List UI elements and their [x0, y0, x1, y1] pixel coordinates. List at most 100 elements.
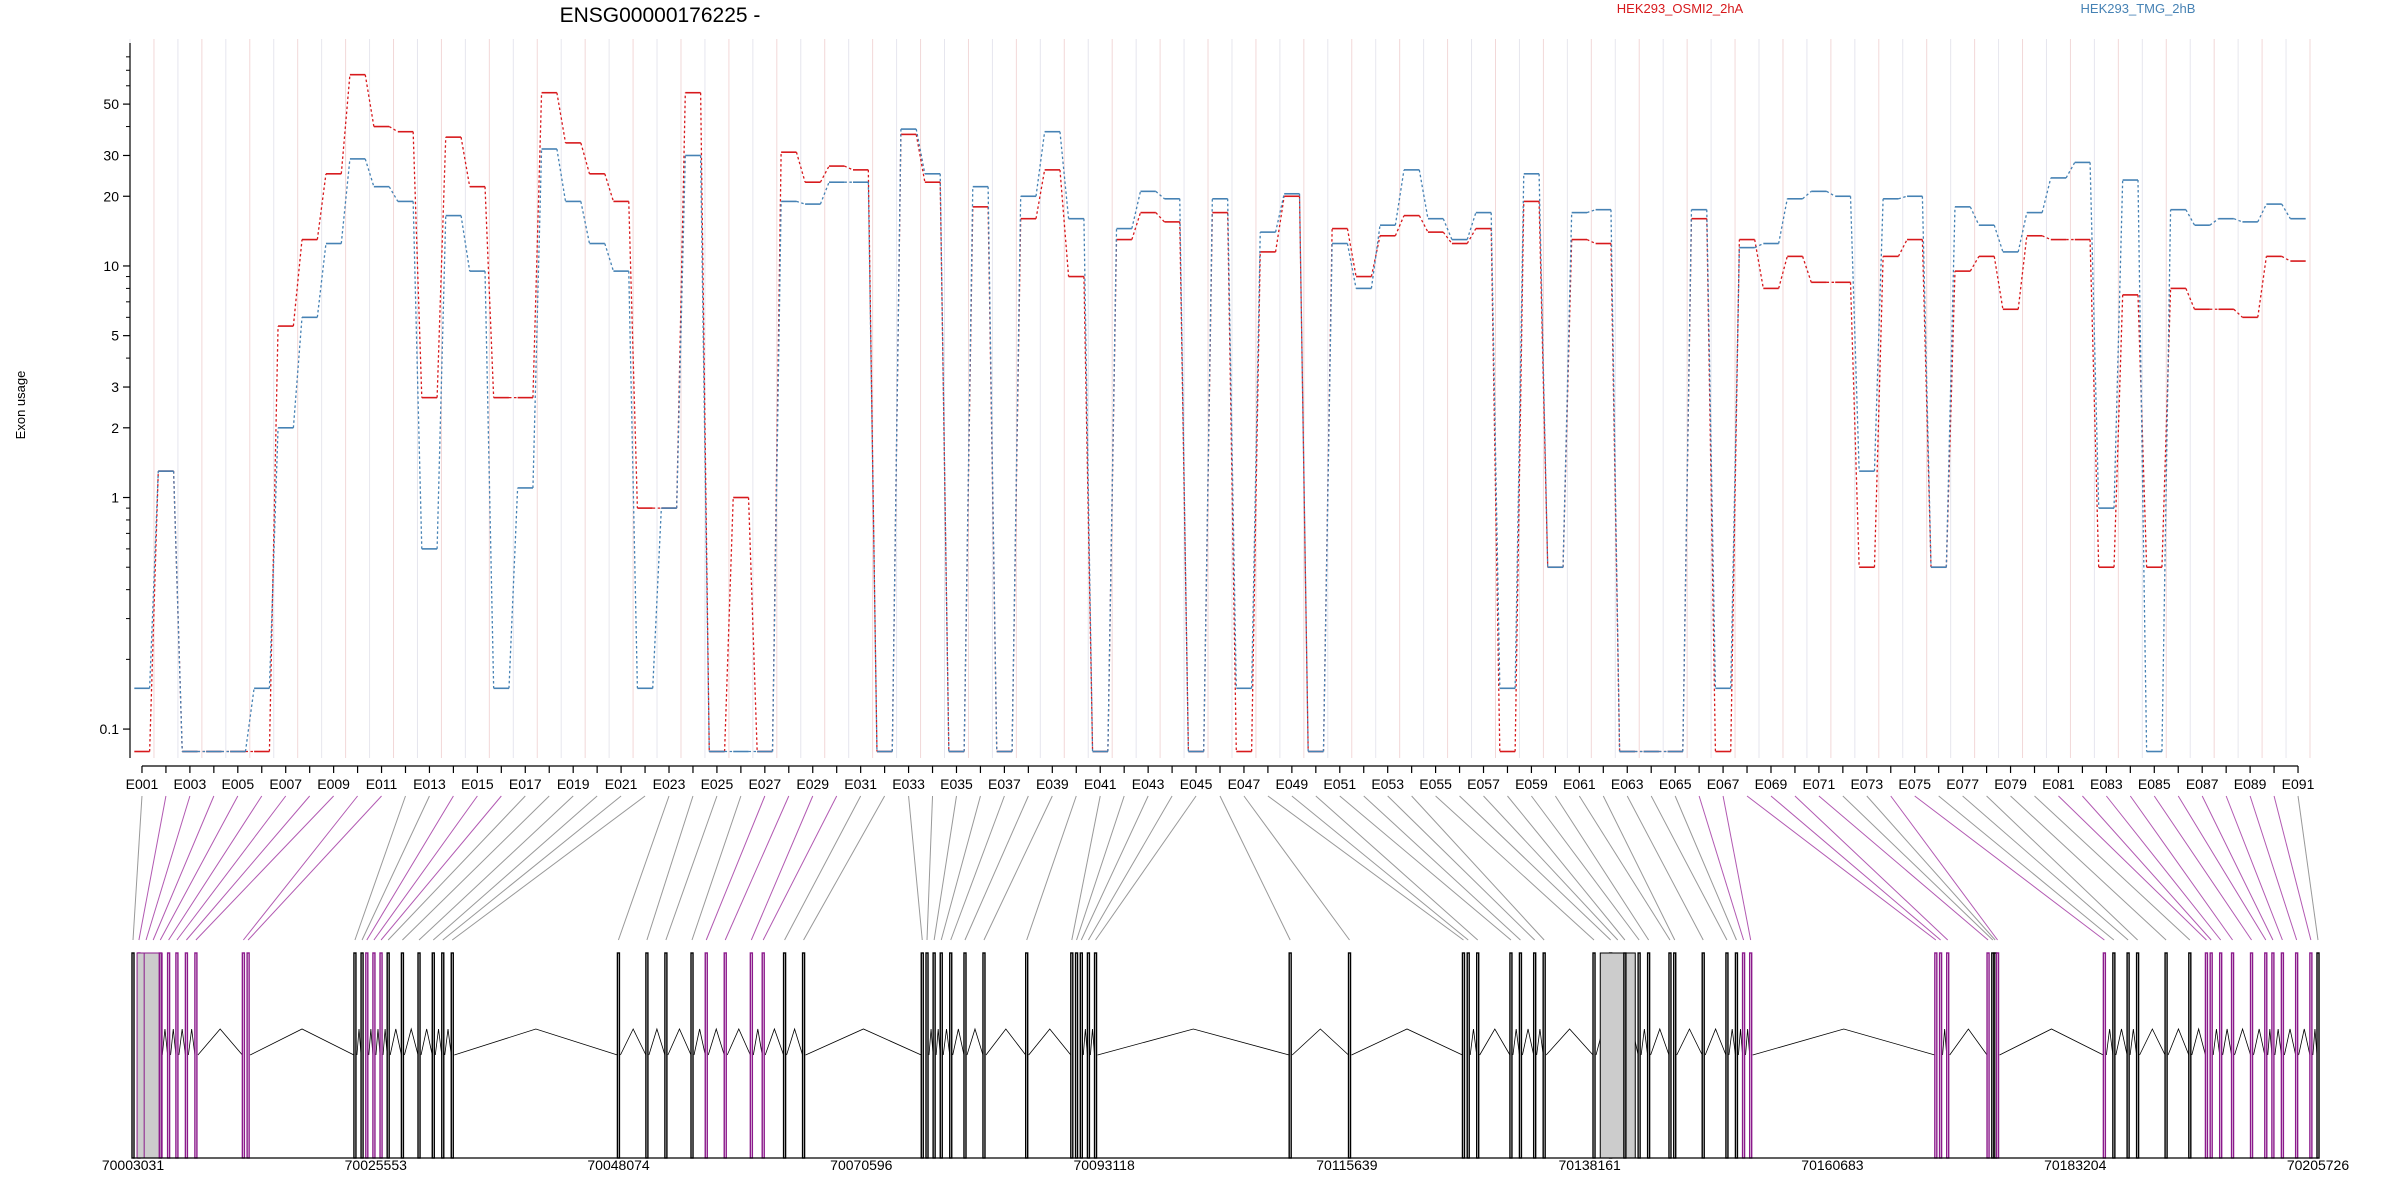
series-1-connector — [364, 74, 375, 127]
exon-connector — [1339, 795, 1512, 941]
x-tick-label: E005 — [221, 776, 254, 792]
series-1-connector — [340, 74, 351, 174]
intron-connector — [805, 1028, 922, 1056]
exon-box — [1748, 952, 1753, 1159]
exon-box — [616, 952, 621, 1159]
exon-box — [925, 952, 929, 1159]
series-1-connector — [292, 239, 303, 327]
intron-connector — [1536, 1028, 1544, 1056]
exon-box — [664, 952, 668, 1159]
x-tick-label: E063 — [1611, 776, 1644, 792]
series-1-connector — [436, 137, 447, 398]
x-tick-label: E051 — [1323, 776, 1356, 792]
series-2-connector — [1873, 198, 1884, 472]
x-tick-label: E089 — [2234, 776, 2267, 792]
genomic-tick-label: 70205726 — [2287, 1157, 2350, 1173]
series-2-connector — [1107, 228, 1118, 752]
series-1-connector — [2281, 255, 2291, 262]
exon-box — [1079, 952, 1083, 1159]
intron-connector — [1704, 1027, 1727, 1056]
intron-connector — [444, 1028, 452, 1056]
intron-connector — [764, 1027, 784, 1056]
exon-connector — [1435, 795, 1595, 941]
series-2-connector — [1754, 242, 1764, 249]
exon-connector — [691, 795, 742, 941]
exon-box — [246, 952, 250, 1159]
exon-connector — [705, 795, 766, 941]
intron-connector — [2191, 1027, 2206, 1056]
series-1-connector — [723, 497, 734, 752]
x-tick-label: E071 — [1803, 776, 1836, 792]
exon-connector — [750, 795, 814, 941]
exon-connector — [724, 795, 790, 941]
intron-connector — [2129, 1028, 2137, 1056]
series-2-connector — [771, 201, 782, 752]
exon-connector — [2297, 795, 2319, 941]
exon-connector — [2201, 795, 2274, 941]
series-2-connector — [2137, 180, 2148, 752]
exon-box — [2249, 952, 2254, 1159]
exon-connector — [145, 795, 191, 941]
exon-box — [1701, 952, 1705, 1159]
series-2-connector — [1131, 191, 1142, 229]
exon-connector — [926, 795, 934, 941]
x-tick-label: E073 — [1850, 776, 1883, 792]
intron-connector — [434, 1028, 443, 1056]
exon-connector-lines — [132, 795, 2319, 941]
exon-box — [704, 952, 708, 1159]
intron-connector — [1097, 1028, 1290, 1056]
exon-connector — [361, 795, 430, 941]
exon-box — [801, 952, 806, 1159]
series-2-connector — [1682, 209, 1693, 752]
exon-connector — [1071, 795, 1101, 941]
exon-box — [761, 952, 765, 1159]
exon-connector — [1076, 795, 1125, 941]
exon-box — [920, 952, 924, 1159]
exon-connector — [2273, 795, 2312, 941]
intron-connector — [648, 1027, 666, 1056]
series-1-connector — [1418, 215, 1429, 233]
exon-box — [939, 952, 943, 1159]
series-1-connector — [316, 173, 327, 240]
exon-connector — [933, 795, 957, 941]
chart-title: ENSG00000176225 - — [560, 4, 761, 27]
exon-box — [353, 952, 357, 1159]
x-tick-label: E021 — [605, 776, 638, 792]
exon-box — [1734, 952, 1739, 1159]
exon-connector — [1746, 795, 1937, 941]
series-2-connector — [340, 158, 351, 244]
intron-connector — [2115, 1028, 2128, 1056]
series-2-connector — [436, 215, 447, 549]
series-2-connector — [244, 688, 255, 752]
x-tick-label: E013 — [413, 776, 446, 792]
intron-connector — [1752, 1028, 1935, 1056]
exon-box — [1741, 952, 1746, 1159]
series-1-connector — [532, 92, 543, 398]
exon-box — [2309, 952, 2313, 1159]
y-tick-label: 5 — [111, 328, 119, 344]
series-2-connector — [172, 471, 183, 752]
exon-connector — [964, 795, 1029, 941]
x-tick-label: E079 — [1994, 776, 2027, 792]
intron-connector — [966, 1027, 984, 1056]
exon-box — [1725, 952, 1729, 1159]
exon-connector — [2249, 795, 2298, 941]
exon-box — [1934, 952, 1938, 1159]
series-1-connector — [556, 92, 567, 144]
exon-connector — [1842, 795, 1994, 941]
series-2-connector — [939, 173, 950, 752]
series-2-connector — [963, 186, 974, 752]
genomic-tick-label: 70025553 — [345, 1157, 408, 1173]
series-2-connector — [1514, 173, 1525, 689]
series-1-connector — [915, 134, 926, 183]
exon-box — [982, 952, 986, 1159]
y-tick-label: 3 — [111, 379, 119, 395]
exon-box — [166, 952, 171, 1159]
x-tick-label: E033 — [892, 776, 925, 792]
exon-connector — [152, 795, 215, 941]
exon-connector — [1291, 795, 1469, 941]
series-2-connector — [987, 186, 998, 752]
exon-connector — [366, 795, 454, 941]
intron-connector — [2139, 1028, 2166, 1056]
